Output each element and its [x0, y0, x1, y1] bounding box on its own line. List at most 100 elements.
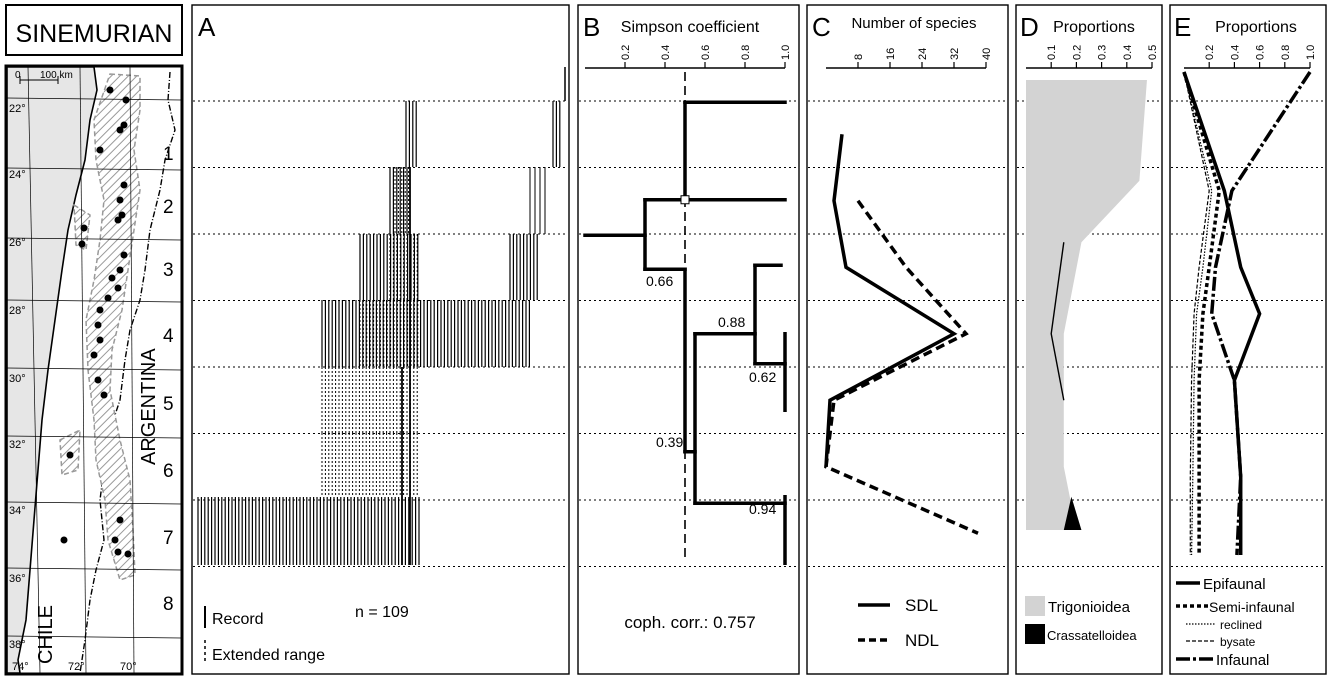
panel-e-tick-label: 0.6 — [1255, 45, 1267, 60]
panel-a-legend: Record Extended range n = 109 — [204, 604, 409, 664]
panel-d-legend: Trigonioidea Crassatelloidea — [1025, 596, 1137, 644]
crassatelloidea-swatch — [1025, 624, 1045, 644]
panel-c-tick-label: 40 — [981, 48, 993, 60]
bysate-label: bysate — [1220, 635, 1256, 649]
map: 0 100 km 22° 24° 26° 28° 30° 32° 34° 36°… — [4, 64, 184, 676]
map-localities — [60, 86, 132, 558]
panel-c-legend: SDL NDL — [858, 596, 939, 650]
basin-hatch-east — [85, 73, 141, 581]
svg-text:22°: 22° — [9, 103, 26, 115]
panel-d-tick-label: 0.4 — [1122, 45, 1134, 60]
svg-text:5: 5 — [163, 394, 174, 415]
svg-text:7: 7 — [163, 528, 174, 549]
axes: 0.2 0.4 0.6 0.8 1.0 8 16 24 32 40 0.1 0.2 0.3 0.4 0.5 0… — [585, 45, 1317, 69]
species-lines — [824, 134, 979, 535]
panel-frames — [191, 4, 1327, 675]
scale-label: 100 km — [40, 70, 73, 81]
svg-text:1: 1 — [163, 144, 174, 165]
title: SINEMURIAN — [16, 20, 173, 48]
panel-e-tick-label: 0.8 — [1280, 45, 1292, 60]
ndl-line — [824, 199, 979, 535]
title-box — [5, 4, 183, 56]
panel-d-tick-label: 0.5 — [1147, 45, 1159, 60]
crassatelloidea-area — [1063, 496, 1082, 530]
map-sea — [6, 66, 98, 674]
life-habit-lines — [1182, 71, 1312, 556]
reclined-line — [1183, 71, 1213, 556]
node-label-062: 0.62 — [749, 369, 776, 385]
panel-e-letter: E — [1174, 12, 1191, 42]
range-chart — [197, 67, 566, 565]
svg-text:70°: 70° — [120, 661, 137, 673]
infaunal-line — [1209, 71, 1312, 556]
panel-b-tick-label: 0.6 — [700, 45, 712, 60]
svg-text:3: 3 — [163, 260, 174, 281]
panel-b-tick-label: 0.8 — [740, 45, 752, 60]
panel-d-tick-label: 0.2 — [1071, 45, 1083, 60]
ndl-legend-label: NDL — [905, 631, 939, 650]
bysate-line — [1183, 71, 1210, 555]
panel-b-tick-label: 0.2 — [620, 45, 632, 60]
cophenetic-label: coph. corr.: 0.757 — [624, 613, 755, 632]
svg-text:8: 8 — [163, 594, 174, 615]
svg-text:28°: 28° — [9, 305, 26, 317]
svg-text:6: 6 — [163, 461, 174, 482]
extended-legend-label: Extended range — [212, 647, 325, 664]
panel-c-letter: C — [812, 12, 831, 42]
trigonioidea-swatch — [1025, 596, 1045, 616]
svg-text:34°: 34° — [9, 505, 26, 517]
infaunal-label: Infaunal — [1216, 652, 1269, 669]
panel-letters: A B C D E — [198, 12, 1191, 42]
map-border — [79, 71, 176, 674]
panel-a-letter: A — [198, 12, 216, 42]
proportion-areas — [1026, 80, 1147, 530]
crassatelloidea-trace — [1050, 242, 1065, 401]
panel-b-tick-label: 1.0 — [780, 45, 792, 60]
semi-infaunal-label: Semi-infaunal — [1209, 599, 1295, 615]
panel-c-tick-label: 24 — [917, 48, 929, 60]
panel-b-letter: B — [583, 12, 600, 42]
dendrogram — [583, 72, 787, 565]
panel-b-frame — [577, 4, 800, 675]
svg-text:72°: 72° — [68, 661, 85, 673]
svg-text:32°: 32° — [9, 439, 26, 451]
zone-labels: 1 2 3 4 5 6 7 8 — [163, 144, 174, 615]
record-legend-label: Record — [212, 611, 264, 628]
crassatelloidea-label: Crassatelloidea — [1047, 628, 1137, 643]
epifaunal-line — [1182, 71, 1262, 555]
panel-d-tick-label: 0.1 — [1046, 45, 1058, 60]
panel-e-legend: Epifaunal Semi-infaunal reclined bysate … — [1176, 576, 1295, 669]
node-label-039: 0.39 — [656, 434, 683, 450]
panel-c-frame — [806, 4, 1009, 675]
panel-e-frame — [1169, 4, 1327, 675]
n-label: n = 109 — [355, 604, 409, 621]
semi-infaunal-line — [1182, 71, 1222, 555]
panel-c-tick-label: 8 — [853, 54, 865, 60]
cutoff-marker — [680, 195, 690, 205]
lon-labels: 74° 72° 70° — [12, 661, 137, 673]
argentina-label: ARGENTINA — [138, 348, 160, 465]
panel-e-xlabel: Proportions — [1215, 19, 1297, 36]
map-graticule — [6, 66, 182, 674]
node-label-066: 0.66 — [646, 273, 673, 289]
panel-d-tick-label: 0.3 — [1097, 45, 1109, 60]
svg-text:36°: 36° — [9, 573, 26, 585]
sdl-legend-label: SDL — [905, 596, 938, 615]
panel-c-xlabel: Number of species — [851, 15, 976, 32]
panel-d-xlabel: Proportions — [1053, 19, 1135, 36]
panel-b-xlabel: Simpson coefficient — [621, 19, 760, 36]
chile-label: CHILE — [35, 605, 57, 664]
panel-e-tick-label: 0.2 — [1204, 45, 1216, 60]
zone-boundaries — [193, 100, 1325, 567]
trigonioidea-label: Trigonioidea — [1048, 599, 1131, 616]
panel-e-tick-label: 1.0 — [1305, 45, 1317, 60]
trigonioidea-area — [1026, 80, 1147, 530]
svg-text:30°: 30° — [9, 373, 26, 385]
svg-text:24°: 24° — [9, 169, 26, 181]
node-labels: 0.66 0.88 0.62 0.39 0.94 — [646, 273, 776, 517]
sdl-line — [824, 134, 958, 467]
svg-text:2: 2 — [163, 197, 174, 218]
svg-text:4: 4 — [163, 326, 174, 347]
panel-d-frame — [1015, 4, 1163, 675]
